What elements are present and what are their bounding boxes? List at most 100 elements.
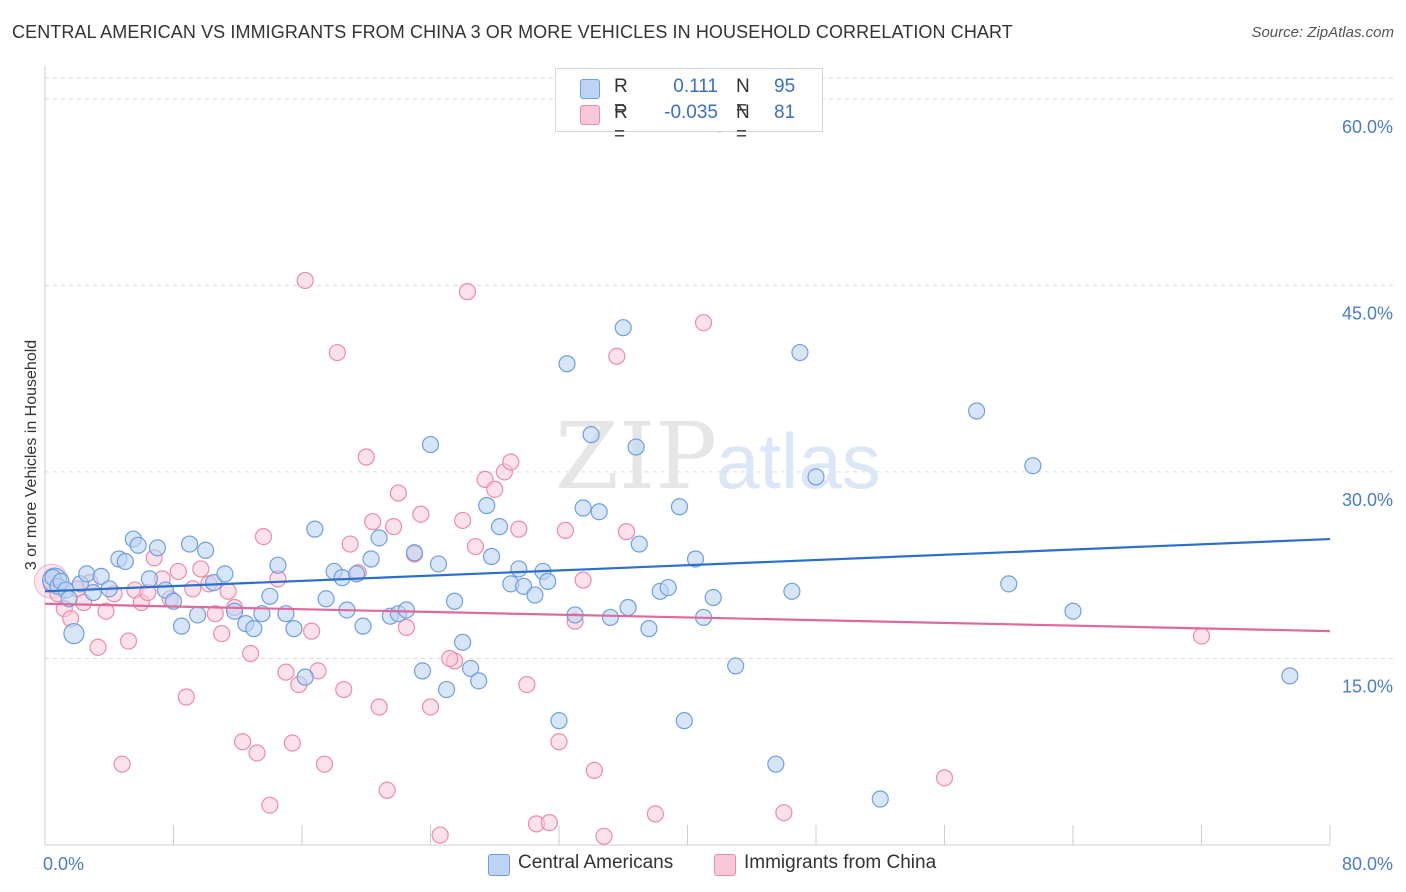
scatter-point [397,601,416,619]
scatter-point [317,590,335,608]
scatter-point [454,633,472,651]
scatter-point [630,535,648,553]
scatter-point [540,814,558,832]
scatter-point [306,520,324,538]
scatter-point [205,574,223,592]
y-axis-label: 3 or more Vehicles in Household [23,340,40,570]
scatter-point [582,426,600,444]
scatter-point [585,761,603,779]
x-tick-label-max: 80.0% [1342,854,1393,874]
scatter-point [378,781,396,799]
scatter-point [192,560,210,578]
scatter-point [97,602,115,620]
legend-r-value: 0.111 [673,76,718,97]
stats-legend: R = 0.111 N = 95 R = -0.035 N = 81 [555,68,823,145]
scatter-point [1281,667,1299,685]
scatter-point [556,521,575,539]
scatter-point [670,498,689,516]
scatter-point [515,577,533,595]
scatter-point [164,592,183,610]
scatter-point [296,668,314,686]
scatter-point [413,662,432,680]
scatter-point [245,620,263,638]
scatter-point [389,484,407,502]
scatter-point [233,733,252,751]
scatter-point [445,592,464,610]
scatter-point [482,547,501,566]
scatter-point [558,355,576,373]
bottom-legend-label: Immigrants from China [744,852,937,873]
source-label: Source: ZipAtlas.com [1251,24,1394,41]
legend-swatch-pink [580,105,600,125]
scatter-point [791,343,809,362]
scatter-point [1024,457,1042,475]
scatter-point [206,605,224,623]
scatter-point [248,744,266,762]
scatter-point [574,571,592,589]
scatter-point [617,523,636,541]
scatter-point [92,567,110,585]
scatter-point [1000,575,1018,593]
scatter-point [113,755,131,773]
scatter-point [518,675,536,694]
legend-n-label: N = [736,76,750,119]
scatter-point [462,659,480,678]
scatter-point [421,435,440,454]
scatter-point [285,620,303,638]
scatter-point [242,644,260,663]
scatter-point [441,649,459,668]
y-tick-label: 15.0% [1342,676,1393,696]
legend-swatch-blue [580,79,600,99]
scatter-point [78,565,96,583]
scatter-point [364,513,382,531]
legend-r-value: -0.035 [664,102,718,123]
scatter-point [269,556,287,574]
scatter-point [510,520,528,538]
scatter-point [357,448,375,466]
y-tick-label: 60.0% [1342,117,1393,137]
scatter-point [458,283,477,301]
scatter-point [595,827,613,845]
scatter-point [510,560,528,578]
scatter-point [172,617,191,635]
bottom-legend-label: Central Americans [518,852,674,873]
scatter-point [526,586,544,604]
scatter-point [197,541,215,559]
scatter-point [296,271,314,290]
scatter-point [539,572,557,590]
chart-title: CENTRAL AMERICAN VS IMMIGRANTS FROM CHIN… [12,22,1013,42]
scatter-point [180,535,199,553]
scatter-point [261,587,279,605]
scatter-point [129,536,147,554]
scatter-point [686,550,705,568]
scatter-point [601,608,620,627]
scatter-point [188,606,207,624]
legend-n-value: 95 [774,76,796,97]
scatter-point [341,535,359,553]
scatter-point [704,588,722,607]
scatter-point [646,805,664,823]
watermark-zip: ZIP [555,403,717,510]
scatter-point [89,638,107,656]
legend-n-label: N = [736,102,750,145]
scatter-point [470,672,488,690]
scatter-point [63,622,85,645]
scatter-point [614,319,632,337]
scatter-point [437,680,456,699]
legend-r-label: R = [614,102,628,145]
scatter-point [727,657,745,675]
scatter-point [216,565,234,583]
scatter-point [608,347,626,365]
scatter-point [550,733,568,751]
scatter-point [486,480,504,498]
scatter-point [225,602,244,620]
scatter-point [333,569,351,587]
scatter-point [675,712,693,730]
scatter-point [775,804,793,822]
scatter-point [574,499,592,517]
scatter-point [968,402,986,420]
scatter-point [412,505,430,523]
trend-line-central-americans [44,537,1331,593]
scatter-point [328,343,346,362]
